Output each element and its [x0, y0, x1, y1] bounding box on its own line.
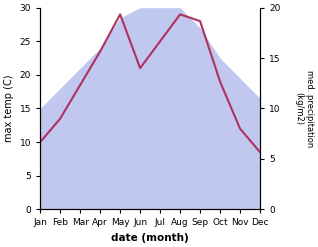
Y-axis label: max temp (C): max temp (C)	[4, 75, 14, 142]
Y-axis label: med. precipitation
(kg/m2): med. precipitation (kg/m2)	[294, 70, 314, 147]
X-axis label: date (month): date (month)	[111, 233, 189, 243]
